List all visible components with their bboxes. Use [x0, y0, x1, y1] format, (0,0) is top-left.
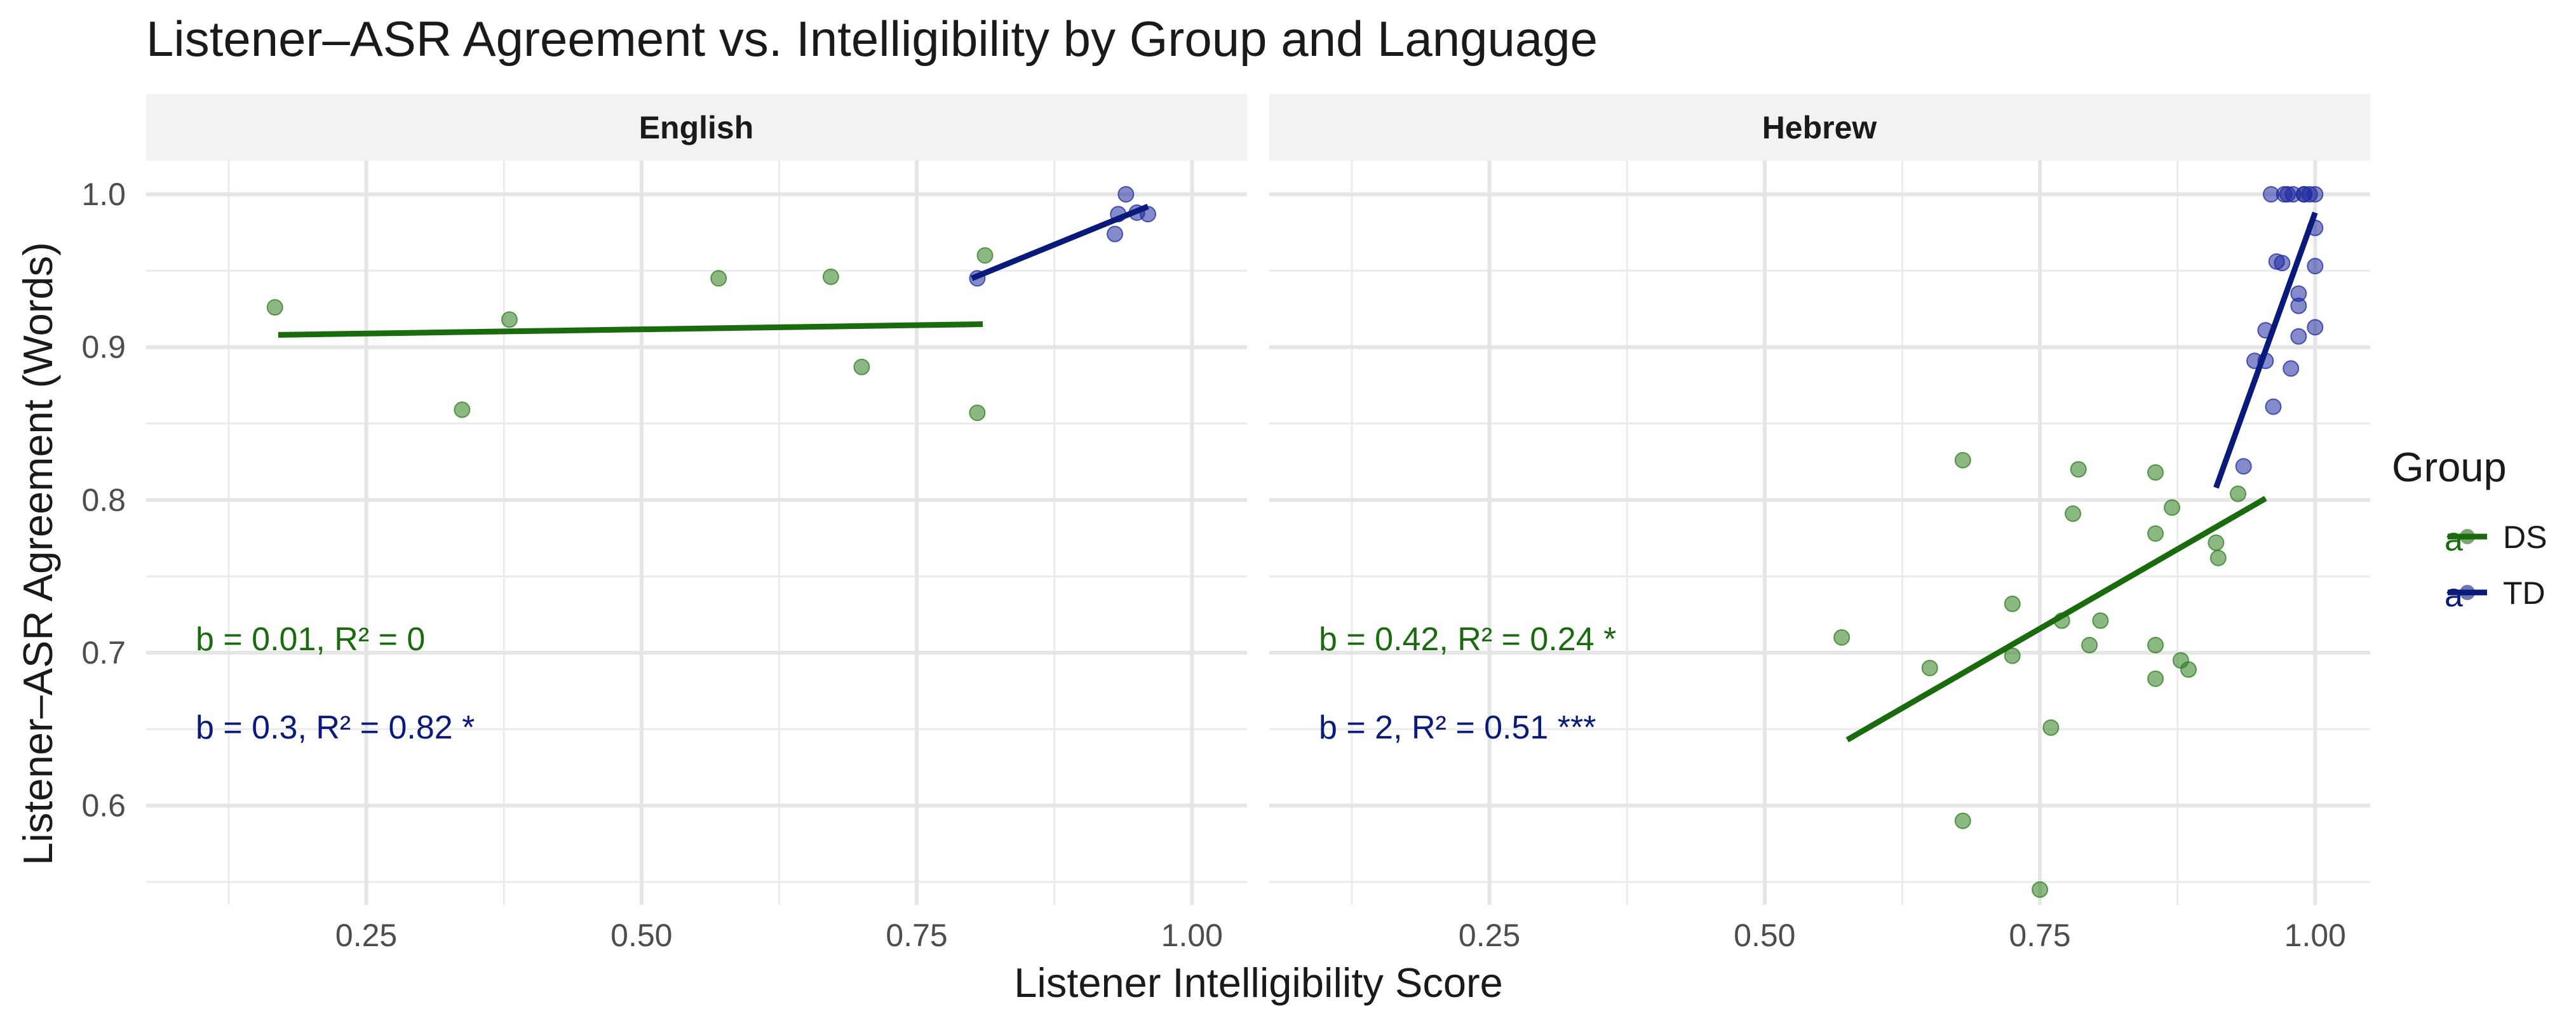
point-ds — [2147, 670, 2164, 687]
y-tick-label: 1.0 — [81, 177, 126, 212]
legend-key-glyph-ds: a — [2445, 521, 2463, 558]
points-hebrew — [1833, 185, 2324, 898]
point-ds — [2164, 499, 2181, 516]
y-tick-label: 0.9 — [81, 330, 126, 365]
point-td — [2307, 258, 2324, 275]
point-ds — [2147, 464, 2164, 481]
y-tick-label: 0.8 — [81, 482, 126, 518]
point-ds — [2147, 525, 2164, 542]
point-ds — [2209, 549, 2227, 566]
point-ds — [1954, 812, 1971, 829]
x-tick-label: 1.00 — [2284, 918, 2346, 953]
x-tick-label: 0.75 — [886, 918, 947, 953]
point-td — [2290, 328, 2307, 345]
legend-key-point-ds — [2460, 529, 2475, 544]
legend-title: Group — [2392, 444, 2507, 490]
legend: Group a DS a TD — [2392, 444, 2547, 614]
legend-entries: a DS a TD — [2445, 519, 2547, 614]
x-tick-label: 1.00 — [1161, 918, 1223, 953]
point-td — [1107, 225, 1124, 243]
point-ds — [1833, 629, 1851, 646]
point-td — [1117, 185, 1135, 203]
panel-english: English 0.25 0.50 0.75 1.00 b = 0.01, R² = … — [146, 94, 1247, 953]
fit-line-td — [971, 204, 1149, 281]
strip-background-hebrew — [1269, 94, 2370, 161]
fit-lines-english — [278, 204, 1149, 338]
point-ds — [266, 299, 283, 316]
point-ds — [969, 405, 986, 422]
grid-english — [146, 161, 1247, 905]
point-td — [2290, 297, 2307, 314]
point-ds — [976, 247, 994, 264]
y-ticks: 0.6 0.7 0.8 0.9 1.0 — [81, 177, 126, 824]
point-ds — [2042, 719, 2060, 736]
x-tick-label: 0.50 — [610, 918, 672, 953]
strip-background-english — [146, 94, 1247, 161]
annotation-hebrew-ds: b = 0.42, R² = 0.24 * — [1319, 621, 1616, 658]
panel-hebrew: Hebrew 0.25 0.50 0.75 1.00 b = 0.42, R² = 0… — [1269, 94, 2370, 953]
point-td — [2307, 319, 2324, 336]
point-ds — [2230, 485, 2247, 502]
x-tick-label: 0.50 — [1734, 918, 1795, 953]
point-td — [2274, 255, 2291, 272]
point-ds — [1921, 659, 1938, 676]
strip-label-hebrew: Hebrew — [1762, 110, 1877, 145]
point-ds — [822, 268, 839, 285]
x-ticks-english: 0.25 0.50 0.75 1.00 — [335, 918, 1223, 953]
point-td — [2235, 458, 2252, 475]
fit-line-ds — [1845, 495, 2267, 742]
point-td — [2296, 185, 2313, 203]
point-ds — [710, 270, 727, 287]
point-ds — [2092, 612, 2109, 629]
y-axis-title: Listener–ASR Agreement (Words) — [15, 242, 61, 865]
strip-label-english: English — [639, 110, 754, 145]
point-ds — [2070, 461, 2087, 478]
point-ds — [2180, 661, 2197, 678]
annotation-hebrew-td: b = 2, R² = 0.51 *** — [1319, 709, 1596, 746]
y-tick-label: 0.6 — [81, 788, 126, 824]
legend-label-ds: DS — [2503, 519, 2547, 555]
point-ds — [853, 358, 870, 375]
fit-lines-hebrew — [1845, 211, 2318, 742]
x-tick-label: 0.75 — [2009, 918, 2070, 953]
x-tick-label: 0.25 — [1459, 918, 1520, 953]
fit-line-td — [2213, 211, 2318, 489]
point-ds — [2208, 534, 2225, 551]
point-td — [2283, 360, 2300, 377]
grid-hebrew — [1269, 161, 2370, 905]
x-tick-label: 0.25 — [335, 918, 397, 953]
legend-label-td: TD — [2503, 575, 2546, 611]
fit-line-ds — [278, 321, 983, 338]
y-tick-label: 0.7 — [81, 635, 126, 671]
x-axis-title: Listener Intelligibility Score — [1014, 959, 1503, 1006]
point-ds — [454, 401, 471, 418]
point-td — [2265, 398, 2282, 415]
annotation-english-td: b = 0.3, R² = 0.82 * — [196, 709, 475, 746]
legend-key-glyph-td: a — [2445, 577, 2463, 614]
point-ds — [2004, 595, 2021, 612]
chart-title: Listener–ASR Agreement vs. Intelligibili… — [146, 11, 1598, 67]
point-ds — [2004, 647, 2021, 664]
legend-key-point-td — [2460, 585, 2475, 600]
points-english — [266, 185, 1157, 422]
point-ds — [1954, 451, 1971, 469]
point-ds — [501, 311, 518, 328]
point-ds — [2032, 881, 2049, 898]
point-ds — [2065, 505, 2082, 522]
point-ds — [2081, 636, 2098, 653]
x-ticks-hebrew: 0.25 0.50 0.75 1.00 — [1459, 918, 2346, 953]
annotation-english-ds: b = 0.01, R² = 0 — [196, 621, 425, 658]
point-ds — [2147, 636, 2164, 653]
